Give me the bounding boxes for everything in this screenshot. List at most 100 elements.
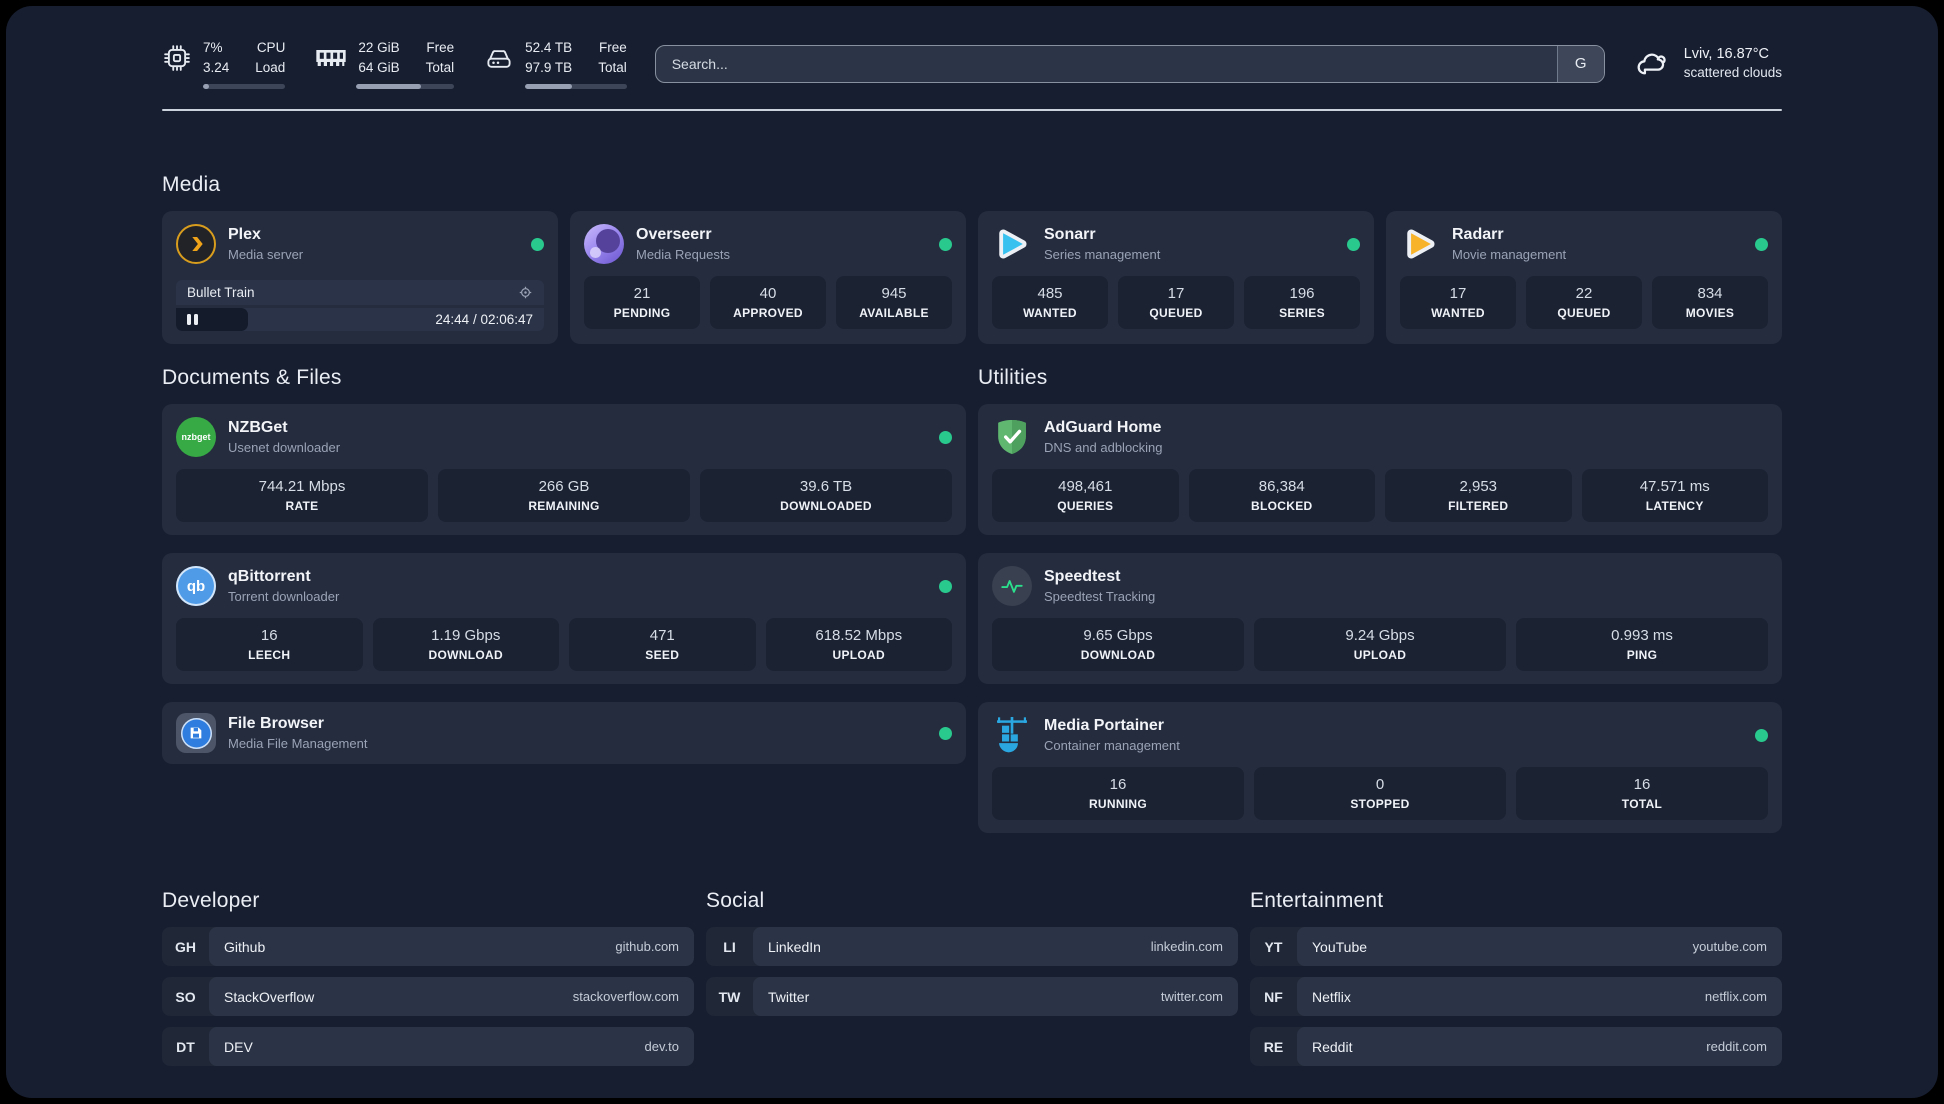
bookmark-abbr: GH	[175, 938, 196, 955]
cpu-progress-bar	[203, 84, 286, 90]
app-card-filebrowser[interactable]: File Browser Media File Management	[162, 702, 966, 765]
bookmark-name: Netflix	[1312, 988, 1351, 1005]
bookmark-youtube[interactable]: YT YouTube youtube.com	[1250, 927, 1782, 967]
disk-free-label: Free	[598, 40, 627, 55]
memory-progress-bar	[356, 84, 455, 90]
weather-widget: Lviv, 16.87°C scattered clouds	[1633, 44, 1782, 83]
system-stats: 7% 3.24 CPU Load 22 GiB 64 GiB Free Total	[162, 38, 627, 90]
app-name: Radarr	[1452, 226, 1504, 244]
app-name: qBittorrent	[228, 568, 311, 586]
bookmark-abbr: DT	[176, 1038, 195, 1055]
stat-tile: 21 PENDING	[584, 276, 700, 330]
bookmarks-entertainment: Entertainment YT YouTube youtube.com NF N…	[1250, 833, 1782, 1067]
bookmark-url: twitter.com	[1160, 989, 1223, 1005]
weather-condition: scattered clouds	[1683, 65, 1782, 81]
bookmark-url: linkedin.com	[1150, 939, 1223, 955]
app-card-qbittorrent[interactable]: qb qBittorrent Torrent downloader 16 LEEC…	[162, 553, 966, 685]
app-card-plex[interactable]: Plex Media server Bullet Train 24:44 / 0…	[162, 211, 558, 345]
app-description: DNS and adblocking	[1044, 440, 1163, 456]
stat-tile: 47.571 ms LATENCY	[1581, 469, 1768, 523]
app-name: Plex	[228, 226, 261, 244]
section-title-utilities: Utilities	[978, 366, 1048, 390]
bookmark-abbr: YT	[1264, 938, 1283, 955]
app-name: Sonarr	[1044, 226, 1096, 244]
adguard-icon	[998, 420, 1026, 455]
stat-tile: 0 STOPPED	[1254, 767, 1506, 821]
disk-total-value: 97.9 TB	[525, 59, 573, 75]
qbittorrent-icon: qb	[176, 566, 216, 607]
settings-icon[interactable]	[518, 285, 533, 300]
app-description: Container management	[1044, 738, 1180, 754]
search-engine-button[interactable]: G	[1556, 45, 1604, 82]
status-indicator	[1755, 728, 1768, 742]
app-description: Speedtest Tracking	[1044, 589, 1156, 605]
bookmark-url: dev.to	[644, 1039, 679, 1055]
stat-tile: 266 GB REMAINING	[438, 469, 690, 523]
app-name: Speedtest	[1044, 568, 1121, 586]
nzbget-icon: nzbget	[176, 417, 216, 458]
app-card-portainer[interactable]: Media Portainer Container management 16 R…	[978, 702, 1782, 834]
stat-tile: 196 SERIES	[1244, 276, 1360, 330]
app-card-speedtest[interactable]: Speedtest Speedtest Tracking 9.65 Gbps DO…	[978, 553, 1782, 685]
status-indicator	[1347, 237, 1360, 251]
bookmark-reddit[interactable]: RE Reddit reddit.com	[1250, 1027, 1782, 1067]
bookmark-github[interactable]: GH Github github.com	[162, 927, 694, 967]
bookmark-twitter[interactable]: TW Twitter twitter.com	[706, 977, 1238, 1017]
app-card-radarr[interactable]: Radarr Movie management 17 WANTED 22 QUEUE…	[1386, 211, 1782, 345]
app-description: Series management	[1044, 247, 1161, 263]
top-bar: 7% 3.24 CPU Load 22 GiB 64 GiB Free Total	[162, 6, 1782, 90]
app-description: Torrent downloader	[228, 589, 340, 605]
stat-tile: 17 WANTED	[1400, 276, 1516, 330]
stat-tile: 22 QUEUED	[1526, 276, 1642, 330]
status-indicator	[939, 726, 952, 740]
bookmark-netflix[interactable]: NF Netflix netflix.com	[1250, 977, 1782, 1017]
cpu-stat: 7% 3.24 CPU Load	[162, 38, 286, 90]
ram-icon	[316, 49, 346, 66]
speedtest-icon	[992, 566, 1032, 607]
plex-icon	[176, 224, 216, 265]
cpu-load-value: 3.24	[203, 59, 230, 75]
search-bar: G	[654, 44, 1605, 83]
stat-tile: 744.21 Mbps RATE	[176, 469, 428, 523]
bookmark-url: stackoverflow.com	[572, 989, 679, 1005]
app-name: File Browser	[228, 715, 325, 733]
disk-progress-bar	[525, 84, 627, 90]
stat-tile: 1.19 Gbps DOWNLOAD	[372, 618, 559, 672]
playback-elapsed-fill	[176, 308, 248, 332]
stat-tile: 0.993 ms PING	[1516, 618, 1768, 672]
bookmark-name: LinkedIn	[768, 938, 821, 955]
app-name: Overseerr	[636, 226, 712, 244]
cpu-usage-value: 7%	[203, 40, 223, 55]
app-name: Media Portainer	[1044, 717, 1165, 735]
bookmark-abbr: LI	[723, 938, 736, 955]
stat-tile: 16 LEECH	[176, 618, 363, 672]
bookmark-linkedin[interactable]: LI LinkedIn linkedin.com	[706, 927, 1238, 967]
app-name: NZBGet	[228, 419, 288, 437]
memory-stat: 22 GiB 64 GiB Free Total	[315, 38, 455, 90]
bookmark-stackoverflow[interactable]: SO StackOverflow stackoverflow.com	[162, 977, 694, 1017]
bookmark-dev[interactable]: DT DEV dev.to	[162, 1027, 694, 1067]
bookmark-name: YouTube	[1312, 938, 1368, 955]
disk-stat: 52.4 TB 97.9 TB Free Total	[484, 38, 627, 90]
filebrowser-icon	[176, 713, 216, 754]
now-playing-widget: Bullet Train 24:44 / 02:06:47	[176, 280, 544, 332]
bookmarks-social: Social LI LinkedIn linkedin.com TW Twitte…	[706, 833, 1238, 1017]
status-indicator	[531, 237, 544, 251]
section-title-developer: Developer	[162, 889, 260, 913]
bookmark-name: Reddit	[1312, 1038, 1353, 1055]
section-title-media: Media	[162, 173, 221, 197]
cpu-load-label: Load	[255, 59, 286, 75]
media-grid: Plex Media server Bullet Train 24:44 / 0…	[162, 211, 1782, 345]
stat-tile: 2,953 FILTERED	[1385, 469, 1572, 523]
app-card-adguard[interactable]: AdGuard Home DNS and adblocking 498,461 Q…	[978, 404, 1782, 536]
search-input[interactable]	[655, 45, 1557, 82]
stat-tile: 945 AVAILABLE	[836, 276, 952, 330]
bookmark-abbr: RE	[1263, 1038, 1284, 1055]
utilities-column: Utilities AdGuard Home DNS and adblockin…	[978, 344, 1782, 834]
app-card-overseerr[interactable]: Overseerr Media Requests 21 PENDING 40 APP…	[570, 211, 966, 345]
dashboard: 7% 3.24 CPU Load 22 GiB 64 GiB Free Total	[6, 6, 1938, 1098]
app-card-nzbget[interactable]: nzbget NZBGet Usenet downloader 744.21 M…	[162, 404, 966, 536]
stat-tile: 485 WANTED	[992, 276, 1108, 330]
app-card-sonarr[interactable]: Sonarr Series management 485 WANTED 17 QUE…	[978, 211, 1374, 345]
bookmark-name: StackOverflow	[224, 988, 315, 1005]
